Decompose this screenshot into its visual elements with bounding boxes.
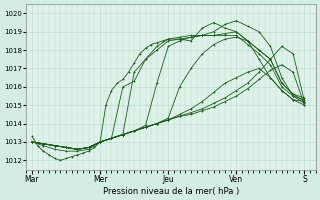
X-axis label: Pression niveau de la mer( hPa ): Pression niveau de la mer( hPa ) — [103, 187, 239, 196]
